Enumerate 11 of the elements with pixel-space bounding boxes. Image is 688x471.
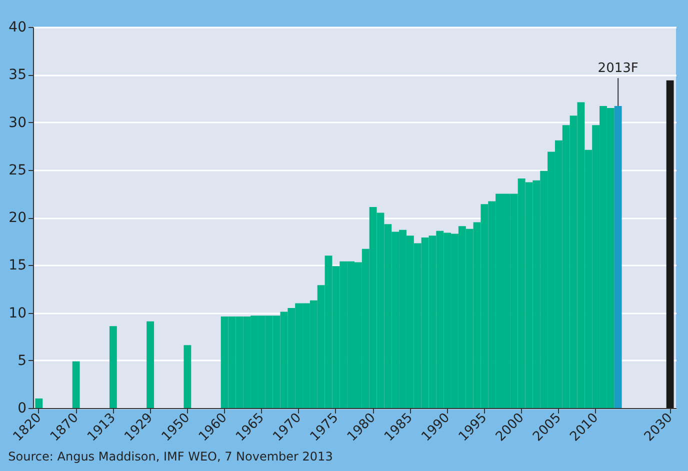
- y-tick-label: 10: [8, 305, 26, 322]
- y-tick-label: 35: [8, 67, 26, 84]
- y-tick-label: 15: [8, 258, 26, 274]
- y-tick-label: 0: [18, 400, 26, 416]
- y-tick-label: 30: [8, 114, 26, 131]
- y-tick-label: 20: [8, 210, 26, 226]
- y-tick-label: 5: [18, 352, 26, 369]
- source-note: Source: Angus Maddison, IMF WEO, 7 November 2013: [8, 449, 333, 464]
- y-tick-label: 40: [8, 20, 26, 36]
- y-tick-label: 25: [8, 162, 26, 178]
- annotation: 2013F: [598, 61, 638, 76]
